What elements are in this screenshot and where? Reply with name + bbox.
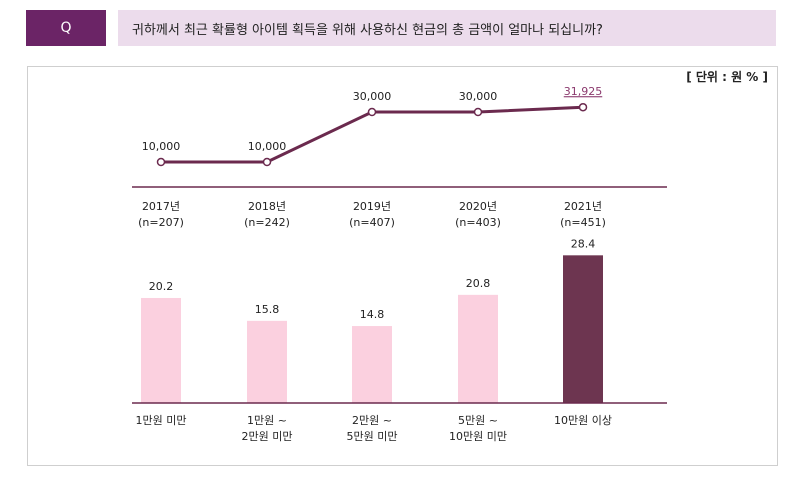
line-point — [156, 157, 166, 167]
bar-data-label: 14.8 — [360, 308, 385, 321]
unit-label: [ 단위 : 원 % ] — [686, 69, 768, 84]
bar-data-label: 20.2 — [149, 280, 174, 293]
line-point — [367, 107, 377, 117]
bar-data-label: 15.8 — [255, 303, 280, 316]
bar-x-tick-label: 10만원 이상 — [554, 414, 612, 427]
line-data-label: 10,000 — [248, 140, 287, 153]
chart-panel: [ 단위 : 원 % ] 10,000 2017년 (n=207) 10,000 201… — [27, 66, 778, 466]
line-sample-size-label: (n=242) — [244, 216, 290, 229]
line-point — [262, 157, 272, 167]
line-point — [578, 102, 588, 112]
line-data-label: 30,000 — [353, 90, 392, 103]
bar-x-tick-label: 1만원 미만 — [136, 414, 187, 427]
bar-data-label: 20.8 — [466, 277, 491, 290]
bar — [352, 326, 392, 403]
line-sample-size-label: (n=451) — [560, 216, 606, 229]
line-x-tick-label: 2019년 — [353, 200, 391, 213]
bar — [141, 297, 181, 403]
question-text: 귀하께서 최근 확률형 아이템 획득을 위해 사용하신 현금의 총 금액이 얼마… — [118, 10, 776, 46]
line-x-tick-label: 2020년 — [459, 200, 497, 213]
question-badge: Q — [26, 10, 106, 46]
line-data-label: 10,000 — [142, 140, 181, 153]
bar-x-tick-label: 1만원 ~ — [247, 414, 287, 427]
line-x-tick-label: 2018년 — [248, 200, 286, 213]
bar-x-tick-label: 5만원 ~ — [458, 414, 498, 427]
question-bar: Q 귀하께서 최근 확률형 아이템 획득을 위해 사용하신 현금의 총 금액이 … — [26, 10, 776, 46]
bar-x-tick-label: 5만원 미만 — [347, 430, 398, 443]
bar — [563, 255, 603, 403]
bar-x-tick-label: 10만원 미만 — [449, 430, 507, 443]
bar-x-tick-label: 2만원 미만 — [242, 430, 293, 443]
bar — [247, 320, 287, 403]
bar-data-label: 28.4 — [571, 237, 596, 250]
line-data-label: 31,925 — [564, 85, 603, 98]
line-sample-size-label: (n=207) — [138, 216, 184, 229]
chart-svg: [ 단위 : 원 % ] 10,000 2017년 (n=207) 10,000 201… — [132, 69, 768, 443]
line-x-tick-label: 2017년 — [142, 200, 180, 213]
line-sample-size-label: (n=403) — [455, 216, 501, 229]
bar — [458, 294, 498, 403]
line-x-tick-label: 2021년 — [564, 200, 602, 213]
line-data-label: 30,000 — [459, 90, 498, 103]
bar-x-tick-label: 2만원 ~ — [352, 414, 392, 427]
line-point — [473, 107, 483, 117]
line-sample-size-label: (n=407) — [349, 216, 395, 229]
